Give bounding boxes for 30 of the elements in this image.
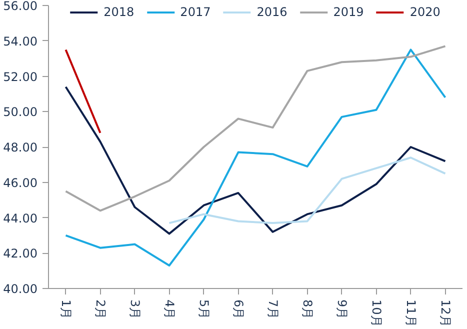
legend-label: 2019 xyxy=(333,5,364,19)
y-tick-label: 54.00 xyxy=(3,34,38,48)
y-tick-label: 52.00 xyxy=(3,70,38,84)
x-tick-label: 3月 xyxy=(128,300,142,320)
x-tick-label: 11月 xyxy=(404,300,418,327)
x-tick-label: 8月 xyxy=(300,300,314,320)
y-tick-label: 50.00 xyxy=(3,105,38,120)
line-series xyxy=(64,48,446,267)
x-tick-label: 4月 xyxy=(162,300,176,320)
y-tick-label: 56.00 xyxy=(3,0,38,13)
line-series xyxy=(168,156,446,224)
x-tick-label: 7月 xyxy=(266,300,280,320)
x-tick-label: 10月 xyxy=(369,300,384,327)
x-tick-label: 1月 xyxy=(58,300,73,320)
legend-label: 2016 xyxy=(256,5,288,19)
legend-label: 2020 xyxy=(410,5,440,19)
y-tick-label: 46.00 xyxy=(3,176,38,190)
x-tick-label: 6月 xyxy=(231,300,246,320)
y-tick-label: 40.00 xyxy=(3,282,38,296)
x-tick-label: 12月 xyxy=(438,300,452,327)
x-tick-label: 2月 xyxy=(93,300,108,320)
legend-label: 2018 xyxy=(104,5,134,19)
x-tick-label: 5月 xyxy=(196,300,211,320)
y-tick-label: 44.00 xyxy=(3,211,38,226)
y-tick-label: 48.00 xyxy=(3,140,38,154)
y-tick-label: 42.00 xyxy=(3,246,38,261)
legend-label: 2017 xyxy=(180,5,211,19)
line-series xyxy=(64,45,446,212)
x-tick-label: 9月 xyxy=(334,300,349,320)
line-series xyxy=(64,86,446,235)
